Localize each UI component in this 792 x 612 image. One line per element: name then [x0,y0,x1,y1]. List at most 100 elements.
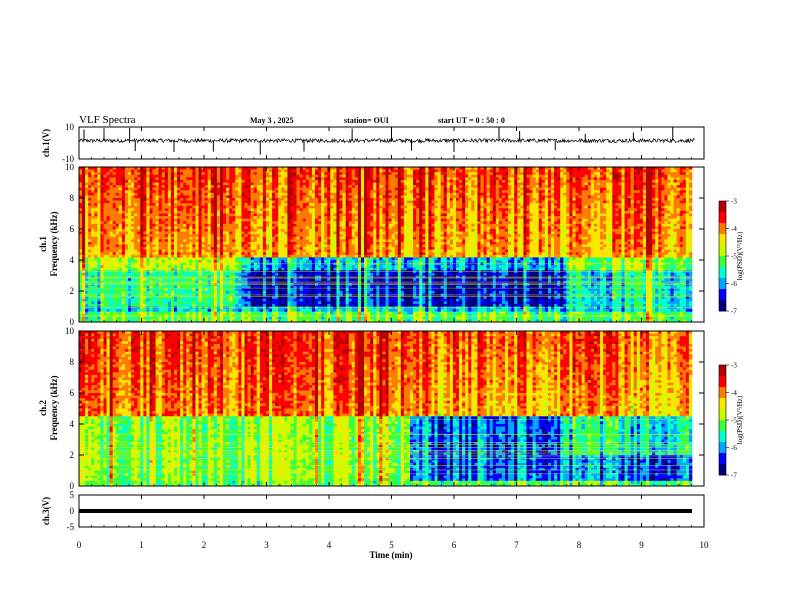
spectrogram-cell [302,231,307,235]
spectrogram-cell [161,177,166,181]
spectrogram-cell [103,260,107,263]
spectrogram-cell [109,198,114,201]
spectrogram-cell [124,244,129,248]
spectrogram-cell [82,229,86,232]
spectrogram-cell [327,257,331,261]
spectrogram-cell [311,216,316,219]
spectrogram-cell [272,311,276,315]
spectrogram-cell [198,254,202,258]
spectrogram-cell [290,314,294,318]
spectrogram-cell [131,229,135,232]
spectrogram-cell [161,174,166,178]
spectrogram-cell [195,223,199,227]
spectrogram-cell [324,288,328,292]
spectrogram-cell [281,226,285,230]
spectrogram-cell [244,218,248,222]
spectrogram-cell [262,278,267,281]
spectrogram-cell [315,278,319,281]
spectrogram-cell [290,177,294,181]
spectrogram-cell [315,239,319,243]
spectrogram-cell [247,247,251,250]
spectrogram-cell [296,247,300,250]
spectrogram-cell [275,316,279,320]
spectrogram-cell [216,210,221,214]
spectrogram-cell [118,298,123,302]
spectrogram-cell [189,190,193,194]
spectrogram-cell [232,314,236,318]
spectrogram-cell [128,316,132,320]
spectrogram-cell [149,241,153,245]
spectrogram-cell [100,247,104,250]
spectrogram-cell [100,278,104,281]
spectrogram-cell [327,236,331,240]
spectrogram-cell [247,172,251,176]
spectrogram-cell [152,272,156,276]
spectrogram-cell [195,218,199,222]
spectrogram-cell [155,254,159,258]
spectrogram-cell [278,192,282,196]
spectrogram-cell [213,254,218,258]
spectrogram-cell [183,208,187,212]
spectrogram-cell [155,229,159,232]
spectrogram-cell [315,177,319,181]
spectrogram-cell [88,167,92,170]
spectrogram-cell [284,167,288,170]
spectrogram-cell [124,174,129,178]
spectrogram-cell [299,241,304,245]
spectrogram-cell [262,257,267,261]
spectrogram-cell [302,303,307,307]
spectrogram-cell [100,200,104,204]
spectrogram-cell [210,198,215,201]
spectrogram-cell [131,272,135,276]
spectrogram-cell [100,213,104,217]
spectrogram-cell [308,314,313,318]
spectrogram-cell [207,210,212,214]
spectrogram-cell [311,218,316,222]
spectrogram-cell [140,252,144,256]
spectrogram-cell [327,265,331,269]
spectrogram-cell [210,257,215,261]
spectrogram-cell [109,200,114,204]
spectrogram-cell [146,229,150,232]
spectrogram-cell [253,226,258,230]
spectrogram-cell [299,311,304,315]
spectrogram-cell [115,226,120,230]
spectrogram-cell [100,239,104,243]
spectrogram-cell [82,260,86,263]
spectrogram-cell [259,309,264,312]
spectrogram-cell [315,252,319,256]
spectrogram-cell [223,236,227,240]
spectrogram-cell [94,278,98,281]
spectrogram-cell [213,316,218,320]
spectrogram-cell [134,260,138,263]
spectrogram-cell [155,231,159,235]
spectrogram-cell [192,288,196,292]
spectrogram-cell [180,195,184,199]
spectrogram-cell [201,185,205,188]
spectrogram-cell [140,221,144,225]
spectrogram-cell [262,223,267,227]
spectrogram-cell [97,267,101,271]
spectrogram-cell [103,203,107,207]
spectrogram-cell [302,288,307,292]
spectrogram-cell [293,172,297,176]
spectrogram-cell [305,198,310,201]
spectrogram-cell [118,192,123,196]
spectrogram-cell [318,218,322,222]
spectrogram-cell [256,213,261,217]
spectrogram-cell [250,316,254,320]
spectrogram-cell [241,174,245,178]
spectrogram-cell [189,285,193,289]
spectrogram-cell [161,319,166,323]
spectrogram-cell [247,278,251,281]
spectrogram-cell [278,172,282,176]
spectrogram-cell [152,177,156,181]
spectrogram-cell [192,314,196,318]
spectrogram-cell [229,187,233,191]
spectrogram-cell [103,265,107,269]
spectrogram-cell [290,192,294,196]
spectrogram-cell [158,190,163,194]
spectrogram-cell [253,314,258,318]
spectrogram-cell [192,200,196,204]
spectrogram-cell [262,216,267,219]
